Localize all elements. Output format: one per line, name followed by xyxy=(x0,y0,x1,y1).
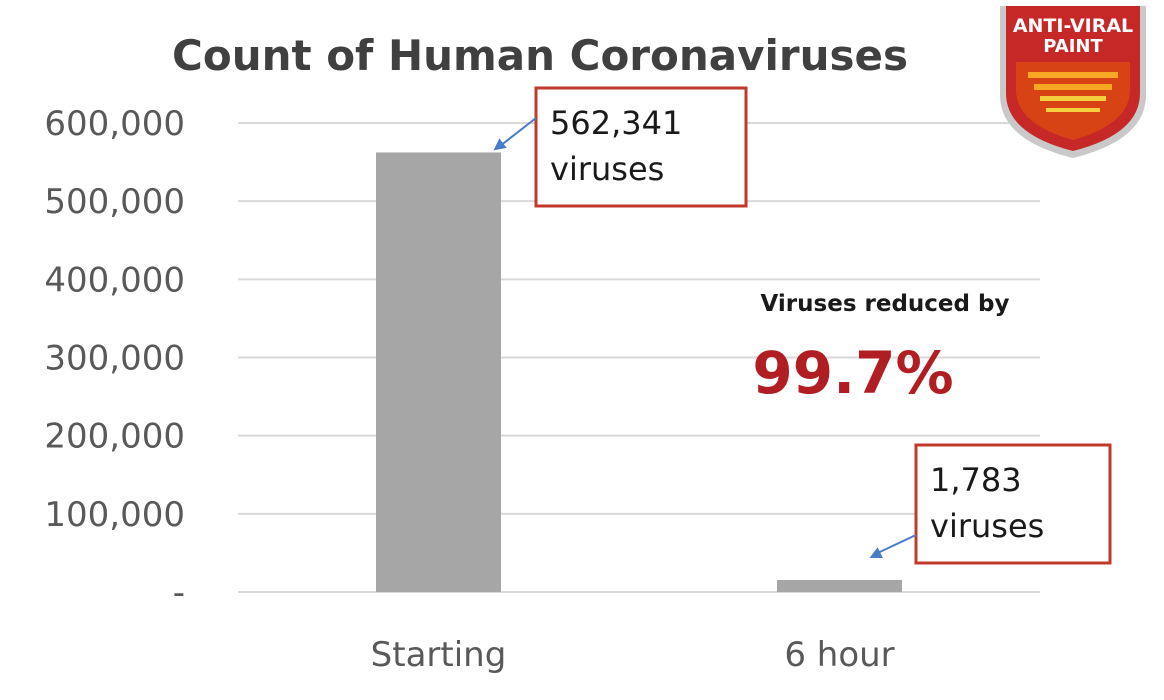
callout-text: 562,341 xyxy=(550,104,682,142)
callout-arrowhead xyxy=(493,138,507,151)
y-tick-label: 100,000 xyxy=(44,495,185,535)
y-tick-label: - xyxy=(173,573,185,613)
badge-line1: ANTI-VIRAL xyxy=(1013,15,1133,37)
x-axis: Starting 6 hour xyxy=(371,635,895,675)
y-tick-label: 600,000 xyxy=(44,104,185,144)
callout-arrowhead xyxy=(869,547,883,559)
x-tick-label: 6 hour xyxy=(784,635,894,675)
callout-arrow xyxy=(875,534,917,555)
callout-box xyxy=(914,443,1112,565)
y-tick-label: 300,000 xyxy=(44,339,185,379)
reduction-label: Viruses reduced by xyxy=(761,291,1010,317)
bar xyxy=(777,580,902,592)
badge-line2: PAINT xyxy=(1043,36,1103,57)
y-tick-label: 200,000 xyxy=(44,417,185,457)
chart-title: Count of Human Coronaviruses xyxy=(172,31,908,80)
callouts: 562,341 viruses 1,783 viruses xyxy=(493,86,1112,565)
y-tick-label: 400,000 xyxy=(44,260,185,300)
callout-text: viruses xyxy=(930,507,1044,545)
bars xyxy=(376,152,902,593)
callout-text: viruses xyxy=(550,150,664,188)
callout-box xyxy=(534,86,748,208)
bar xyxy=(376,152,501,593)
x-tick-label: Starting xyxy=(371,635,507,675)
anti-viral-paint-badge: ANTI-VIRAL PAINT xyxy=(1000,6,1146,158)
callout-arrow xyxy=(498,117,537,148)
y-tick-label: 500,000 xyxy=(44,182,185,222)
y-axis: - 100,000 200,000 300,000 400,000 500,000 600,… xyxy=(44,104,185,613)
reduction-value: 99.7% xyxy=(752,339,953,407)
callout-text: 1,783 xyxy=(930,461,1022,499)
